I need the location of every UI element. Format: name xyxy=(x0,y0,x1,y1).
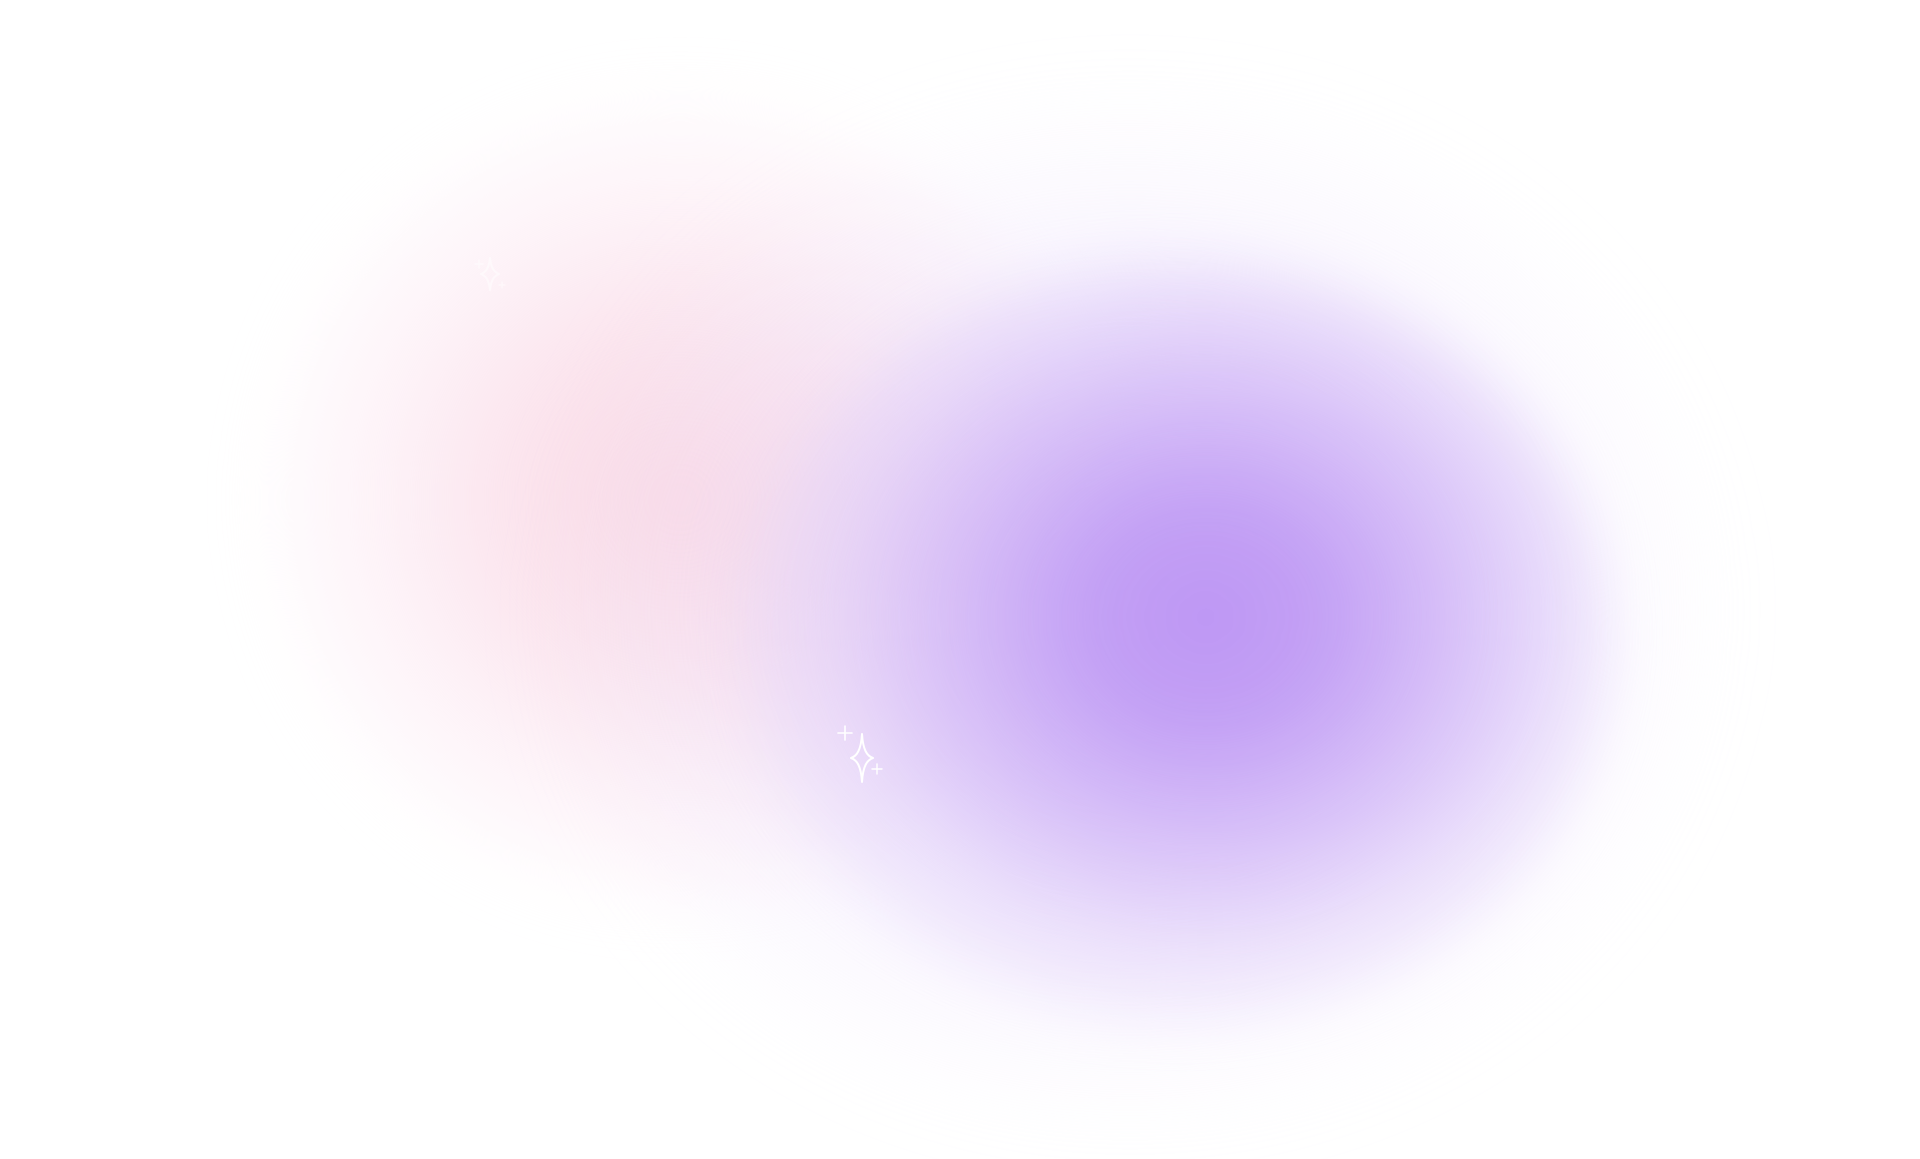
purple-glow xyxy=(750,260,1610,1020)
sparkle-large-icon xyxy=(837,725,883,783)
sparkle-small-icon xyxy=(474,257,506,291)
pink-glow xyxy=(270,100,1090,900)
purple-glow-halo xyxy=(560,110,1700,1110)
